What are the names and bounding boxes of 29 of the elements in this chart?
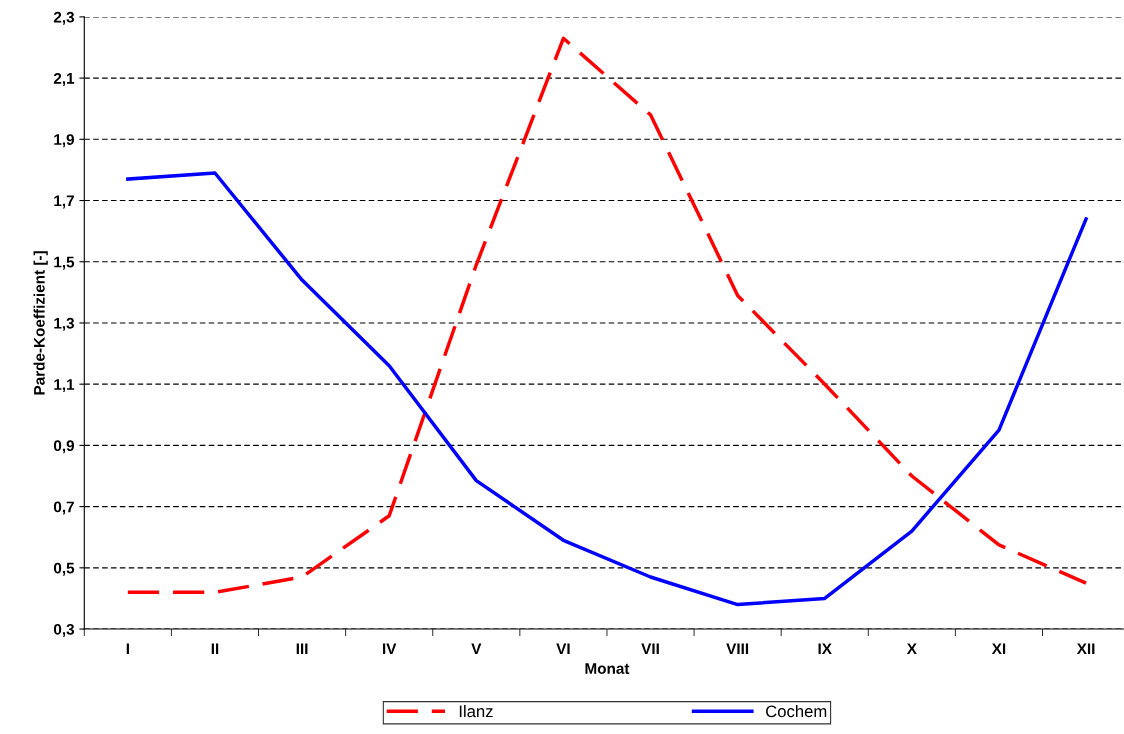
legend-label: Cochem <box>766 704 827 718</box>
x-tick-label: I <box>126 643 129 654</box>
x-tick-label: XII <box>1076 643 1095 654</box>
x-tick-label: VIII <box>726 643 749 654</box>
y-tick-label: 1,3 <box>54 317 75 331</box>
legend-label: Ilanz <box>459 704 493 718</box>
line-series <box>126 36 1088 595</box>
y-tick-label: 2,1 <box>53 72 75 86</box>
x-tick-label: XI <box>991 643 1006 654</box>
x-tick-label: VI <box>556 643 570 654</box>
x-tick-label: V <box>471 643 482 654</box>
y-tick-label: 1,1 <box>54 379 75 393</box>
x-axis-title: Monat <box>585 663 630 674</box>
y-tick-label: 1,9 <box>54 134 75 148</box>
x-tick-label: IX <box>818 643 832 654</box>
x-tick-label: II <box>211 643 219 654</box>
y-axis-title: Parde-Koeffizient [-] <box>33 251 48 395</box>
y-tick-label: 1,5 <box>54 256 75 270</box>
y-tick-label: 1,7 <box>54 195 74 209</box>
y-tick-label: 0,3 <box>53 623 75 637</box>
y-tick-label: 0,7 <box>53 501 74 515</box>
x-tick-label: III <box>296 643 308 654</box>
y-tick-label: 0,9 <box>53 440 75 454</box>
y-tick-label: 2,3 <box>53 11 75 25</box>
y-tick-label: 0,5 <box>53 562 75 576</box>
x-tick-label: IV <box>382 643 397 654</box>
line-series <box>126 171 1088 607</box>
x-tick-label: VII <box>641 643 659 654</box>
x-tick-label: X <box>906 643 917 654</box>
